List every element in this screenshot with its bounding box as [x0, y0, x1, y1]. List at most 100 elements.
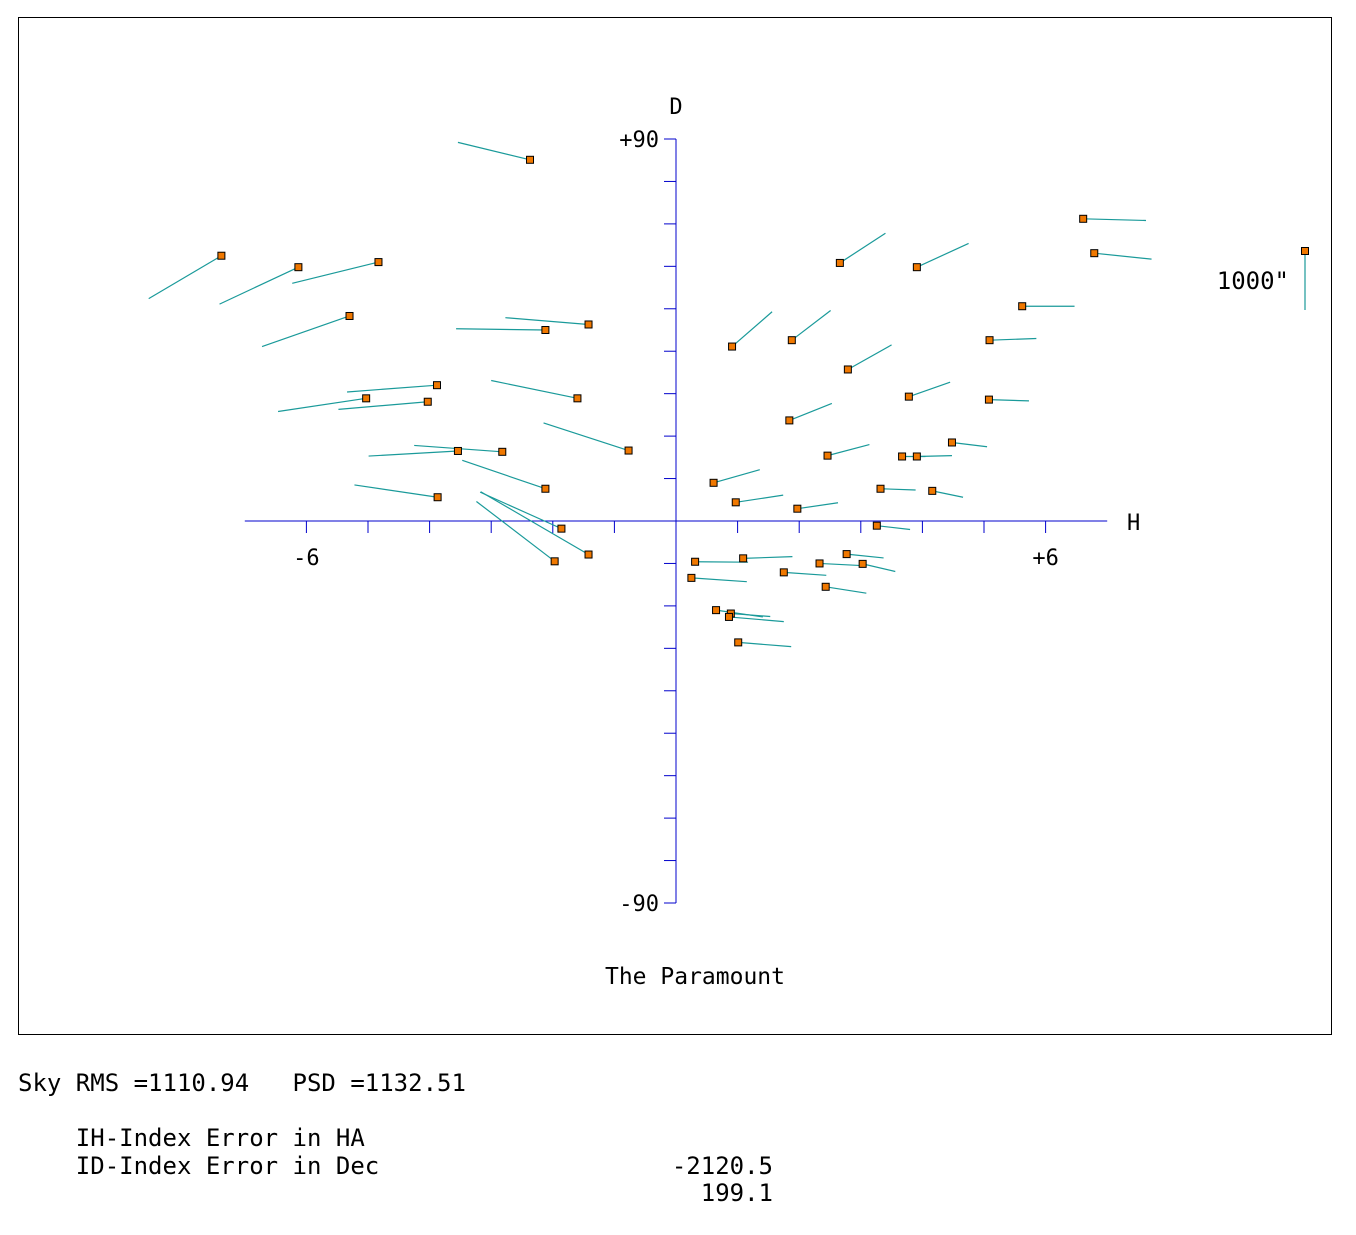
error-vector: [917, 243, 969, 267]
star-marker: [434, 494, 441, 501]
ih-value: -2120.5: [618, 1153, 773, 1181]
error-vector: [354, 485, 437, 497]
error-vector: [797, 503, 838, 509]
star-marker: [905, 393, 912, 400]
error-vector: [847, 554, 884, 558]
star-marker: [786, 417, 793, 424]
star-marker: [551, 558, 558, 565]
error-vector: [262, 316, 349, 347]
error-vector: [828, 445, 870, 456]
axes: [245, 139, 1107, 903]
star-marker: [499, 448, 506, 455]
star-marker: [218, 252, 225, 259]
error-vector: [848, 345, 892, 370]
error-vector: [784, 572, 827, 575]
star-marker: [929, 487, 936, 494]
star-marker: [542, 485, 549, 492]
error-vector: [458, 142, 530, 159]
y-axis-label: D: [669, 95, 682, 120]
error-vector: [1094, 253, 1151, 259]
error-vector: [952, 442, 987, 446]
star-marker: [710, 479, 717, 486]
error-vector: [881, 489, 916, 490]
error-vector: [820, 563, 862, 565]
star-marker: [527, 156, 534, 163]
star-marker: [788, 337, 795, 344]
star-marker: [899, 453, 906, 460]
star-marker: [454, 447, 461, 454]
y-tick-label: +90: [619, 128, 659, 153]
star-markers: [218, 156, 1309, 646]
id-row: ID-Index Error in Dec 199.1: [18, 1125, 466, 1153]
star-marker: [729, 343, 736, 350]
error-vector: [738, 642, 791, 646]
star-marker: [692, 558, 699, 565]
error-vector: [732, 312, 772, 347]
star-marker: [986, 337, 993, 344]
star-marker: [346, 312, 353, 319]
star-marker: [859, 560, 866, 567]
error-vector: [476, 501, 554, 561]
star-marker: [740, 555, 747, 562]
star-marker: [1091, 250, 1098, 257]
x-axis-label: H: [1127, 511, 1140, 536]
error-vector: [792, 310, 831, 340]
star-marker: [816, 560, 823, 567]
error-vector: [863, 564, 896, 572]
chart-title: The Paramount: [605, 964, 785, 990]
star-marker: [542, 327, 549, 334]
star-marker: [585, 551, 592, 558]
star-marker: [625, 447, 632, 454]
star-marker: [574, 395, 581, 402]
y-tick-label: -90: [619, 892, 659, 917]
star-marker: [794, 505, 801, 512]
star-marker: [424, 398, 431, 405]
error-vector: [989, 400, 1029, 401]
fit-statistics: Sky RMS =1110.94 PSD =1132.51 IH-Index E…: [18, 1070, 466, 1153]
ih-row: IH-Index Error in HA -2120.5: [18, 1098, 466, 1126]
error-vector: [292, 262, 378, 283]
error-vector: [840, 233, 886, 263]
id-label: ID-Index Error in Dec: [76, 1152, 379, 1180]
star-marker: [913, 264, 920, 271]
error-vector: [743, 557, 792, 559]
error-vector: [278, 398, 366, 411]
error-vector: [789, 403, 832, 420]
error-vector: [456, 329, 545, 330]
error-vector: [917, 456, 952, 457]
star-marker: [363, 395, 370, 402]
error-vector: [338, 402, 427, 410]
star-marker: [732, 499, 739, 506]
error-vector: [714, 470, 760, 483]
error-vectors: [149, 142, 1305, 646]
star-marker: [948, 439, 955, 446]
error-vector: [691, 578, 746, 582]
star-marker: [1019, 303, 1026, 310]
star-marker: [824, 452, 831, 459]
error-vector: [149, 256, 222, 299]
star-marker: [558, 525, 565, 532]
star-marker: [913, 453, 920, 460]
star-marker: [688, 574, 695, 581]
star-marker: [985, 396, 992, 403]
error-vector: [909, 382, 950, 396]
star-marker: [780, 569, 787, 576]
scale-label: 1000": [1217, 267, 1289, 295]
error-vector: [481, 492, 589, 555]
x-tick-label: -6: [293, 546, 320, 571]
error-vector: [369, 451, 458, 456]
star-marker: [1080, 215, 1087, 222]
error-vector: [480, 492, 561, 529]
error-vector: [1083, 219, 1146, 221]
star-marker: [713, 607, 720, 614]
star-marker: [836, 259, 843, 266]
sky-rms-line: Sky RMS =1110.94 PSD =1132.51: [18, 1070, 466, 1098]
id-value: 199.1: [618, 1180, 773, 1208]
error-vector: [990, 338, 1037, 340]
star-marker: [433, 382, 440, 389]
error-vector: [731, 614, 770, 617]
star-marker: [295, 264, 302, 271]
